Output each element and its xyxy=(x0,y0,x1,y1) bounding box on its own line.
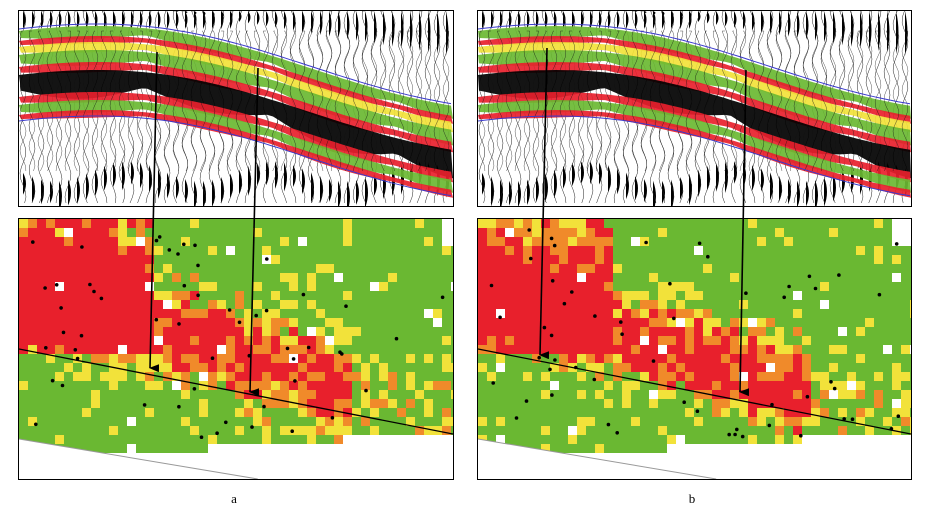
map-boundary xyxy=(478,439,717,479)
horizon-line xyxy=(19,23,452,105)
seismic-section-a-graphic xyxy=(19,11,453,206)
section-trace-line xyxy=(478,348,911,435)
panel-a-attribute-map xyxy=(18,218,454,480)
panel-b-attribute-map xyxy=(477,218,912,480)
seismic-section-b-graphic xyxy=(478,11,911,206)
attribute-map-b-graphic xyxy=(478,219,911,479)
horizon-line xyxy=(478,115,911,197)
attribute-cells xyxy=(478,219,911,462)
caption-b: b xyxy=(688,491,696,506)
panel-a-seismic-section xyxy=(18,10,454,207)
caption-a: a xyxy=(231,491,237,506)
section-trace-line xyxy=(19,348,453,435)
horizon-bands xyxy=(478,26,911,198)
horizon-line xyxy=(19,115,452,197)
attribute-cells xyxy=(19,219,453,462)
horizon-bands xyxy=(19,26,453,198)
attribute-map-a-graphic xyxy=(19,219,453,479)
horizon-line xyxy=(478,23,911,105)
panel-b-seismic-section xyxy=(477,10,912,207)
